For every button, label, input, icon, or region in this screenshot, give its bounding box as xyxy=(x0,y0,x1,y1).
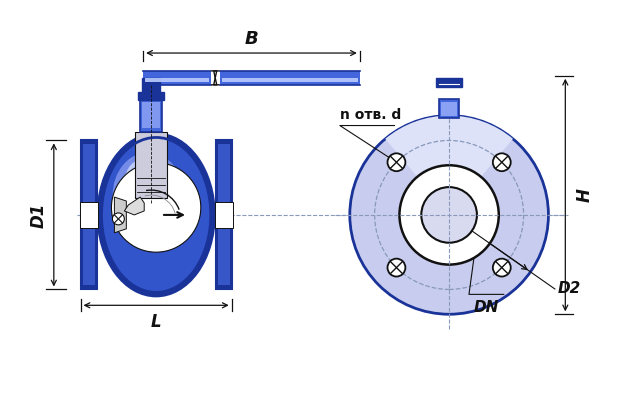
Bar xyxy=(138,92,164,100)
Bar xyxy=(439,99,459,118)
Text: H: H xyxy=(575,188,593,202)
Bar xyxy=(83,144,95,285)
Polygon shape xyxy=(212,71,219,85)
Bar xyxy=(221,78,358,82)
Circle shape xyxy=(399,165,499,265)
Bar xyxy=(441,102,457,116)
Ellipse shape xyxy=(102,138,211,292)
Bar xyxy=(135,133,167,198)
Bar xyxy=(145,78,209,82)
Ellipse shape xyxy=(111,163,201,252)
Ellipse shape xyxy=(125,159,163,201)
Text: L: L xyxy=(151,313,161,331)
Bar xyxy=(215,202,232,228)
Circle shape xyxy=(387,153,405,171)
Bar xyxy=(436,78,462,87)
Circle shape xyxy=(113,213,124,225)
Text: DN: DN xyxy=(474,300,500,315)
Circle shape xyxy=(421,187,477,243)
Bar xyxy=(220,71,360,85)
Ellipse shape xyxy=(113,153,184,238)
Bar xyxy=(140,98,162,133)
Text: D2: D2 xyxy=(558,282,581,296)
Bar xyxy=(218,144,230,285)
Text: n отв. d: n отв. d xyxy=(340,107,401,122)
Bar xyxy=(81,140,97,289)
Ellipse shape xyxy=(97,133,216,298)
Bar xyxy=(79,202,97,228)
Text: D1: D1 xyxy=(30,202,48,228)
Polygon shape xyxy=(124,197,144,215)
Wedge shape xyxy=(385,116,513,215)
Circle shape xyxy=(387,259,405,276)
Circle shape xyxy=(350,116,548,314)
Polygon shape xyxy=(115,197,126,233)
Bar xyxy=(142,102,160,127)
Bar xyxy=(216,140,232,289)
Bar xyxy=(143,71,211,85)
Circle shape xyxy=(493,259,511,276)
Bar xyxy=(142,78,160,92)
Text: B: B xyxy=(244,30,259,48)
Circle shape xyxy=(493,153,511,171)
